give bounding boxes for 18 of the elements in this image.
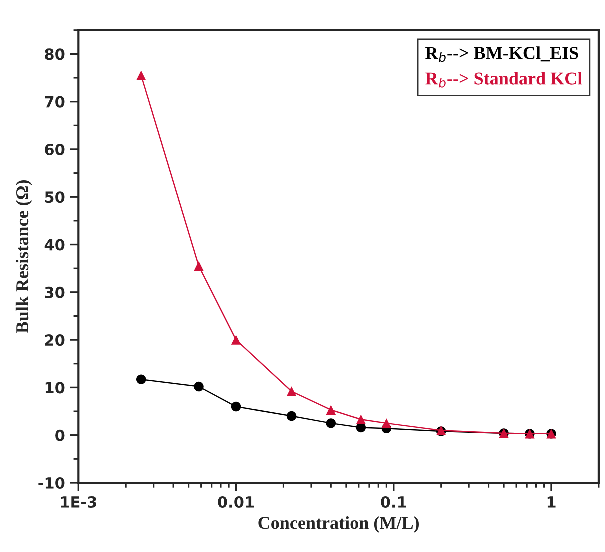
x-tick-label: 0.1 [381, 496, 406, 508]
x-tick-label: 1 [548, 496, 556, 508]
y-tick-label: 20 [45, 334, 65, 346]
x-axis-title: Concentration (M/L) [258, 516, 419, 533]
y-axis-title: Bulk Resistance (Ω) [16, 180, 32, 334]
y-tick-label: 10 [46, 382, 65, 394]
y-tick-label: 40 [44, 239, 65, 251]
y-tick-label: 30 [45, 286, 65, 298]
y-tick-label: -10 [38, 477, 65, 490]
x-tick-label: 0.01 [218, 496, 254, 508]
text: R$_{b}$--> BM-KCl_EIS [426, 46, 578, 62]
x-tick-label: 1E-3 [61, 496, 96, 508]
text: R$_{b}$--> Standard KCl [426, 72, 582, 88]
y-tick-label: 70 [45, 96, 65, 108]
y-tick-label: 60 [45, 144, 65, 156]
y-tick-label: 0 [56, 430, 65, 442]
y-tick-label: 80 [45, 48, 65, 60]
y-tick-label: 50 [45, 192, 65, 204]
